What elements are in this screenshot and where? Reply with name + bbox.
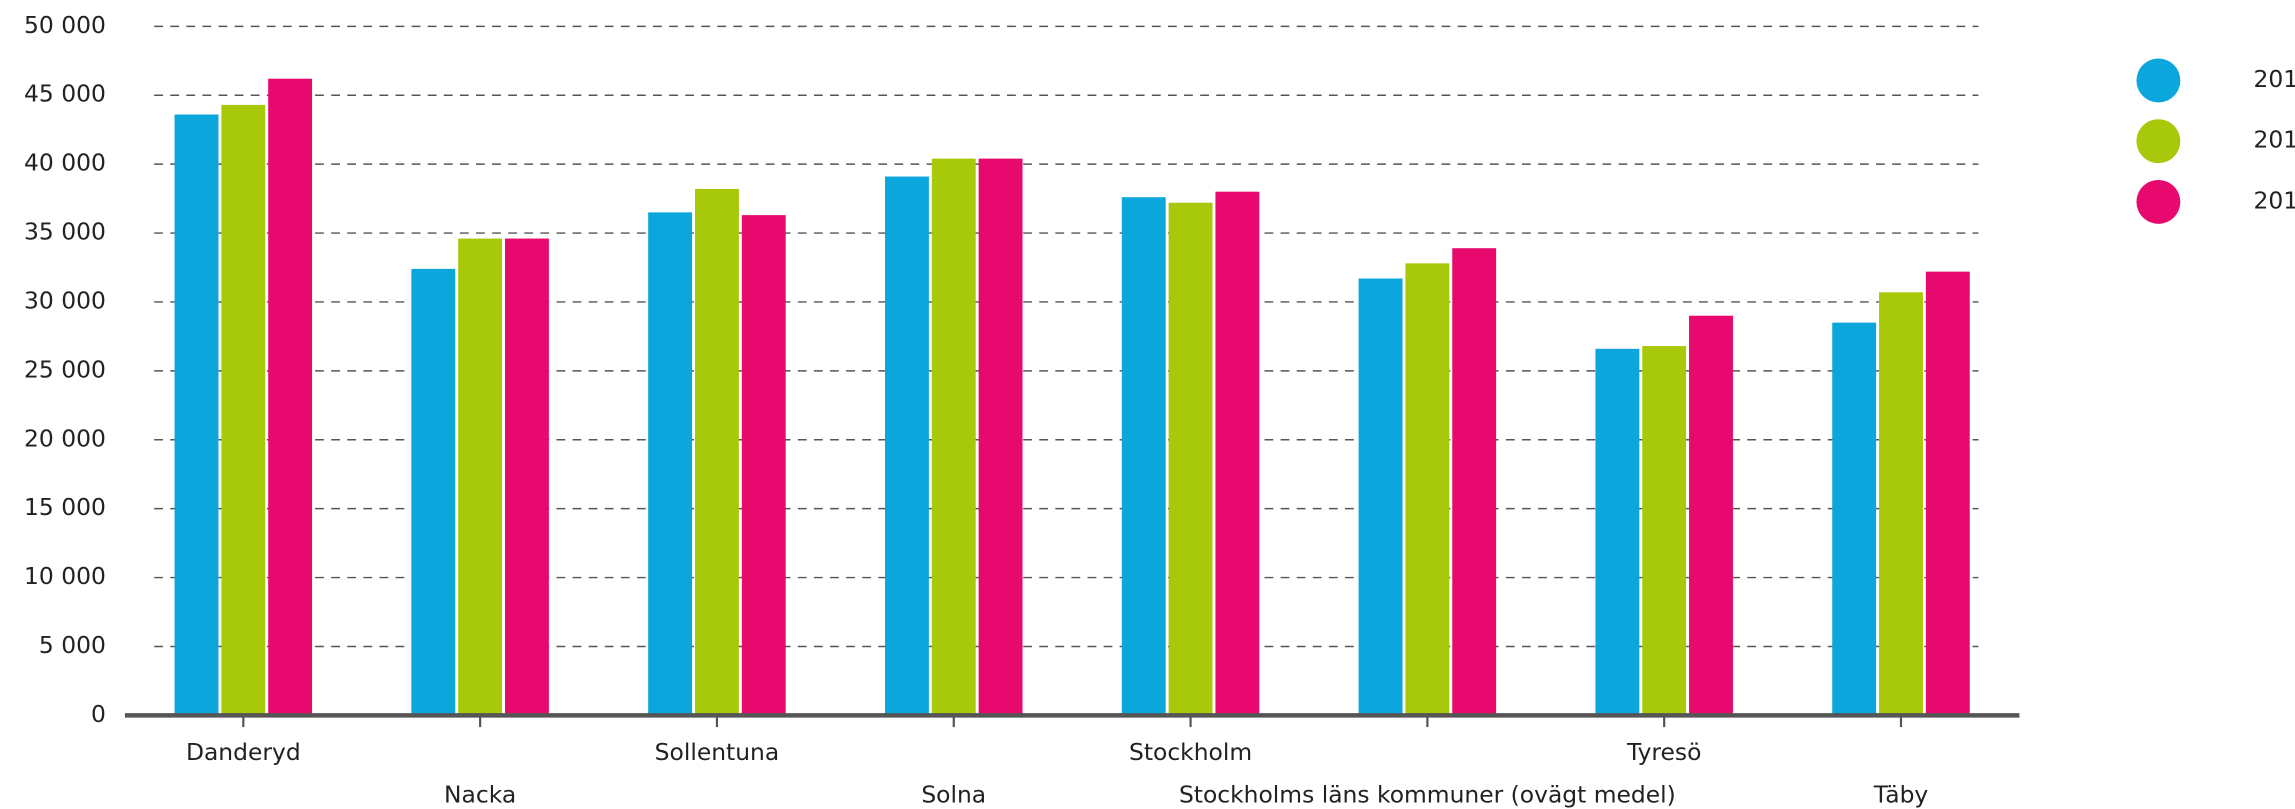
x-tick-label: Nacka bbox=[444, 780, 516, 808]
y-tick-label: 20 000 bbox=[24, 424, 106, 452]
y-tick-label: 15 000 bbox=[24, 493, 106, 521]
bar bbox=[1595, 348, 1640, 716]
y-tick-label: 30 000 bbox=[24, 286, 106, 314]
bar bbox=[694, 188, 739, 716]
y-tick-label: 50 000 bbox=[24, 11, 106, 39]
x-tick-label: Sollentuna bbox=[655, 738, 780, 766]
bar bbox=[1879, 292, 1923, 716]
bar bbox=[174, 114, 219, 716]
bar bbox=[1925, 271, 1970, 716]
bar bbox=[268, 78, 313, 716]
x-tick-label: Stockholm bbox=[1129, 738, 1252, 766]
y-tick-label: 10 000 bbox=[24, 562, 106, 590]
x-tick-label: Tyresö bbox=[1626, 738, 1701, 766]
bar bbox=[978, 158, 1023, 716]
legend-marker bbox=[2136, 179, 2181, 224]
y-tick-label: 25 000 bbox=[24, 355, 106, 383]
legend-marker bbox=[2136, 119, 2181, 164]
x-tick-label: Danderyd bbox=[186, 738, 301, 766]
bar bbox=[1405, 263, 1450, 716]
legend-label: 2017 bbox=[2253, 126, 2295, 154]
bar bbox=[1215, 191, 1260, 716]
bar bbox=[221, 104, 266, 716]
bar bbox=[1358, 278, 1403, 716]
legend-label: 2016 bbox=[2253, 65, 2295, 93]
bar bbox=[504, 238, 549, 716]
y-tick-label: 5 000 bbox=[39, 631, 106, 659]
bar bbox=[411, 268, 456, 716]
x-tick-label: Täby bbox=[1873, 780, 1929, 808]
bar bbox=[1642, 346, 1687, 716]
bar bbox=[931, 158, 976, 716]
y-tick-label: 45 000 bbox=[24, 80, 106, 108]
bar bbox=[1168, 202, 1213, 716]
bar bbox=[741, 215, 786, 716]
x-tick-label: Stockholms läns kommuner (ovägt medel) bbox=[1179, 780, 1676, 808]
bar bbox=[458, 238, 503, 716]
bar bbox=[1121, 197, 1166, 716]
legend-marker bbox=[2136, 58, 2181, 103]
bar bbox=[1689, 315, 1733, 716]
bar bbox=[1832, 322, 1877, 716]
y-tick-label: 0 bbox=[91, 700, 106, 728]
x-tick-label: Solna bbox=[921, 780, 986, 808]
legend-label: 2018 bbox=[2253, 186, 2295, 214]
bar bbox=[1452, 248, 1497, 716]
bar bbox=[648, 212, 693, 716]
bar bbox=[884, 176, 929, 716]
y-tick-label: 35 000 bbox=[24, 218, 106, 246]
y-tick-label: 40 000 bbox=[24, 149, 106, 177]
